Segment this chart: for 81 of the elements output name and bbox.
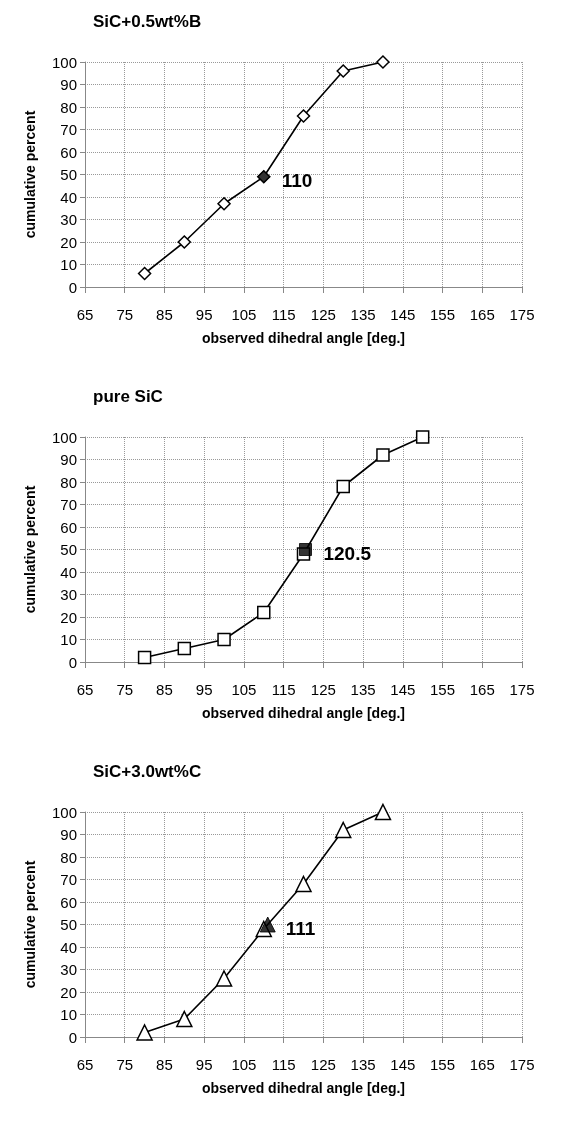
y-tick-label: 70 [60,496,77,513]
x-tick-label: 175 [509,1056,535,1073]
x-tick-label: 75 [116,681,134,698]
x-tick-label: 95 [195,306,213,323]
x-tick-label: 165 [469,1056,495,1073]
chart-title: SiC+0.5wt%B [93,12,202,31]
y-tick-label: 40 [60,938,77,956]
y-tick-label: 60 [60,518,77,536]
x-tick-label: 175 [509,681,535,698]
x-tick-label: 135 [350,681,376,698]
y-tick-label: 20 [60,983,77,1001]
x-tick-label: 115 [271,1056,296,1073]
x-tick-label: 115 [271,306,296,323]
x-axis-title: observed dihedral angle [deg.] [201,1080,406,1096]
x-tick-label: 105 [231,1056,257,1073]
y-tick-label: 30 [60,211,77,228]
annotation: 110 [281,170,313,192]
x-axis-title: observed dihedral angle [deg.] [201,705,406,721]
y-tick-label: 100 [51,803,77,821]
annotation: 120.5 [323,543,372,564]
x-tick-label: 175 [509,306,535,323]
y-tick-label: 50 [60,916,77,933]
y-axis-title: cumulative percent [22,110,38,239]
x-tick-label: 135 [350,1056,376,1073]
y-tick-label: 90 [60,451,77,468]
y-tick-label: 80 [60,848,77,866]
x-tick-label: 105 [231,681,257,698]
x-tick-label: 115 [271,681,296,698]
x-tick-label: 65 [76,1056,94,1073]
y-tick-label: 10 [60,631,77,648]
x-tick-label: 135 [350,306,376,323]
y-tick-label: 0 [68,653,77,671]
y-tick-label: 40 [60,563,77,581]
x-tick-label: 65 [76,681,94,698]
x-tick-label: 155 [430,306,456,323]
x-tick-label: 125 [310,681,336,698]
x-tick-label: 75 [116,306,134,323]
y-axis-title: cumulative percent [22,860,38,989]
chart-title: SiC+3.0wt%C [93,762,202,781]
y-tick-label: 70 [60,121,77,138]
y-tick-label: 60 [60,143,77,161]
x-tick-label: 165 [469,306,495,323]
x-tick-label: 155 [430,681,456,698]
y-tick-label: 10 [60,1006,77,1023]
y-tick-label: 30 [60,961,77,978]
x-tick-label: 85 [156,681,173,698]
y-tick-label: 0 [68,1028,77,1046]
x-tick-label: 145 [390,1056,416,1073]
annotation: 111 [285,918,316,939]
x-tick-label: 165 [469,681,495,698]
y-tick-label: 20 [60,608,77,626]
y-tick-label: 100 [51,428,77,446]
x-tick-label: 155 [430,1056,456,1073]
y-tick-label: 70 [60,871,77,888]
x-tick-label: 105 [231,306,257,323]
y-tick-label: 80 [60,98,77,116]
y-tick-label: 40 [60,188,77,206]
x-tick-label: 95 [195,681,213,698]
x-axis-title: observed dihedral angle [deg.] [201,330,406,346]
y-axis-title: cumulative percent [22,485,38,614]
y-tick-label: 60 [60,893,77,911]
x-tick-label: 65 [76,306,94,323]
y-tick-label: 20 [60,233,77,251]
x-tick-label: 145 [390,306,416,323]
y-tick-label: 100 [51,53,77,71]
y-tick-label: 50 [60,166,77,183]
chart-title: pure SiC [93,387,163,406]
y-tick-label: 10 [60,256,77,273]
y-tick-label: 90 [60,76,77,93]
x-tick-label: 95 [195,1056,213,1073]
x-tick-label: 145 [390,681,416,698]
y-tick-label: 50 [60,541,77,558]
y-tick-label: 30 [60,586,77,603]
y-tick-label: 0 [68,278,77,296]
x-tick-label: 85 [156,1056,173,1073]
x-tick-label: 75 [116,1056,134,1073]
y-tick-label: 80 [60,473,77,491]
x-tick-label: 125 [310,1056,336,1073]
x-tick-label: 125 [310,306,336,323]
y-tick-label: 90 [60,826,77,843]
x-tick-label: 85 [156,306,173,323]
